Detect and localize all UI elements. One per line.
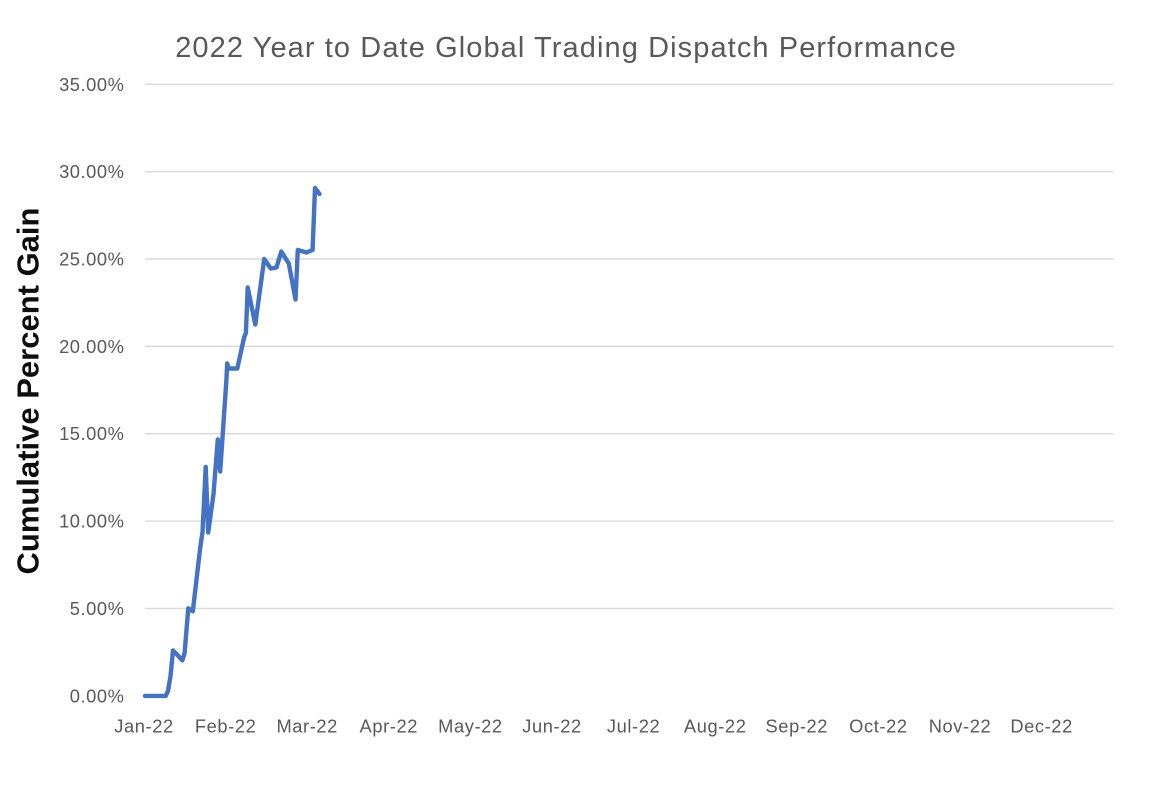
svg-text:15.00%: 15.00% xyxy=(59,423,124,444)
svg-text:Sep-22: Sep-22 xyxy=(766,716,829,737)
svg-text:5.00%: 5.00% xyxy=(70,598,125,619)
svg-text:Aug-22: Aug-22 xyxy=(684,716,747,737)
svg-text:Cumulative Percent Gain: Cumulative Percent Gain xyxy=(11,208,46,575)
svg-text:Jun-22: Jun-22 xyxy=(522,716,582,737)
svg-text:May-22: May-22 xyxy=(438,716,503,737)
svg-text:2022 Year to Date Global Tradi: 2022 Year to Date Global Trading Dispatc… xyxy=(175,32,957,64)
svg-text:Dec-22: Dec-22 xyxy=(1010,716,1073,737)
svg-text:0.00%: 0.00% xyxy=(70,685,125,706)
svg-text:Oct-22: Oct-22 xyxy=(849,716,907,737)
svg-text:35.00%: 35.00% xyxy=(59,74,124,95)
svg-text:20.00%: 20.00% xyxy=(59,336,124,357)
svg-text:25.00%: 25.00% xyxy=(59,249,124,270)
svg-text:Nov-22: Nov-22 xyxy=(929,716,992,737)
svg-text:30.00%: 30.00% xyxy=(59,161,124,182)
svg-text:Jan-22: Jan-22 xyxy=(114,716,174,737)
svg-text:10.00%: 10.00% xyxy=(59,511,124,532)
svg-text:Jul-22: Jul-22 xyxy=(607,716,660,737)
svg-text:Mar-22: Mar-22 xyxy=(276,716,338,737)
svg-text:Apr-22: Apr-22 xyxy=(360,716,418,737)
svg-text:Feb-22: Feb-22 xyxy=(195,716,257,737)
